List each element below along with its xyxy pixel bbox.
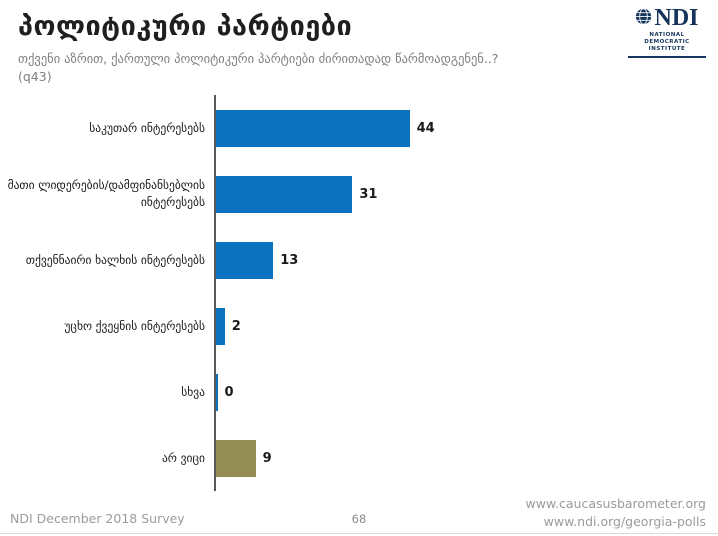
category-label: არ ვიცი — [161, 450, 205, 465]
ndi-logo: NDI NATIONAL DEMOCRATIC INSTITUTE — [628, 5, 706, 59]
value-label: 44 — [416, 120, 435, 136]
chart-row: სხვა 0 — [0, 359, 700, 425]
logo-rule — [628, 56, 706, 59]
category-label: საკუთარ ინტერესებს — [89, 120, 205, 135]
chart-row: თქვენნაირი ხალხის ინტერესებს 13 — [0, 227, 700, 293]
bar-track: 9 — [214, 425, 700, 491]
bar-track: 31 — [214, 161, 700, 227]
bar-track: 0 — [214, 359, 700, 425]
bar — [216, 439, 256, 477]
bar — [216, 241, 274, 279]
footer-link-caucasusbarometer: www.caucasusbarometer.org — [525, 496, 706, 511]
footer-link-ndi-georgia-polls: www.ndi.org/georgia-polls — [543, 513, 706, 529]
globe-icon — [635, 7, 652, 29]
bar-track: 13 — [214, 227, 700, 293]
footer-links: www.caucasusbarometer.org www.ndi.org/ge… — [526, 495, 706, 530]
bar-chart: საკუთარ ინტერესებს 44 მათი ლიდერების/დამფი… — [0, 95, 700, 493]
chart-row: საკუთარ ინტერესებს 44 — [0, 95, 700, 161]
bar — [216, 373, 218, 411]
value-label: 31 — [359, 186, 378, 202]
chart-row: უცხო ქვეყნის ინტერესებს 2 — [0, 293, 700, 359]
value-label: 2 — [231, 318, 241, 334]
category-label: უცხო ქვეყნის ინტერესებს — [64, 318, 205, 333]
value-label: 9 — [262, 450, 272, 466]
question-code: (q43) — [18, 69, 52, 85]
page-title: პოლიტიკური პარტიები — [18, 11, 353, 42]
value-label: 0 — [224, 384, 234, 400]
slide-subtitle: თქვენი აზრით, ქართული პოლიტიკური პარტიებ… — [18, 50, 499, 66]
logo-org-name: NATIONAL DEMOCRATIC INSTITUTE — [644, 32, 690, 53]
category-label: სხვა — [181, 384, 205, 399]
bar-track: 44 — [214, 95, 700, 161]
chart-rows: საკუთარ ინტერესებს 44 მათი ლიდერების/დამფი… — [0, 95, 700, 491]
value-label: 13 — [280, 252, 299, 268]
bar — [216, 307, 225, 345]
category-label: მათი ლიდერების/დამფინანსებლის ინტერესებს — [7, 178, 205, 209]
footer-survey-label: NDI December 2018 Survey — [10, 511, 185, 526]
logo-acronym: NDI — [654, 5, 699, 31]
slide-header: პოლიტიკური პარტიები თქვენი აზრით, ქართულ… — [18, 12, 618, 86]
chart-row: არ ვიცი 9 — [0, 425, 700, 491]
bar — [216, 109, 410, 147]
bar — [216, 175, 353, 213]
category-label: თქვენნაირი ხალხის ინტერესებს — [25, 252, 205, 267]
footer-divider — [0, 533, 718, 534]
bar-track: 2 — [214, 293, 700, 359]
chart-row: მათი ლიდერების/დამფინანსებლის ინტერესებს… — [0, 161, 700, 227]
page-number: 68 — [351, 512, 367, 526]
